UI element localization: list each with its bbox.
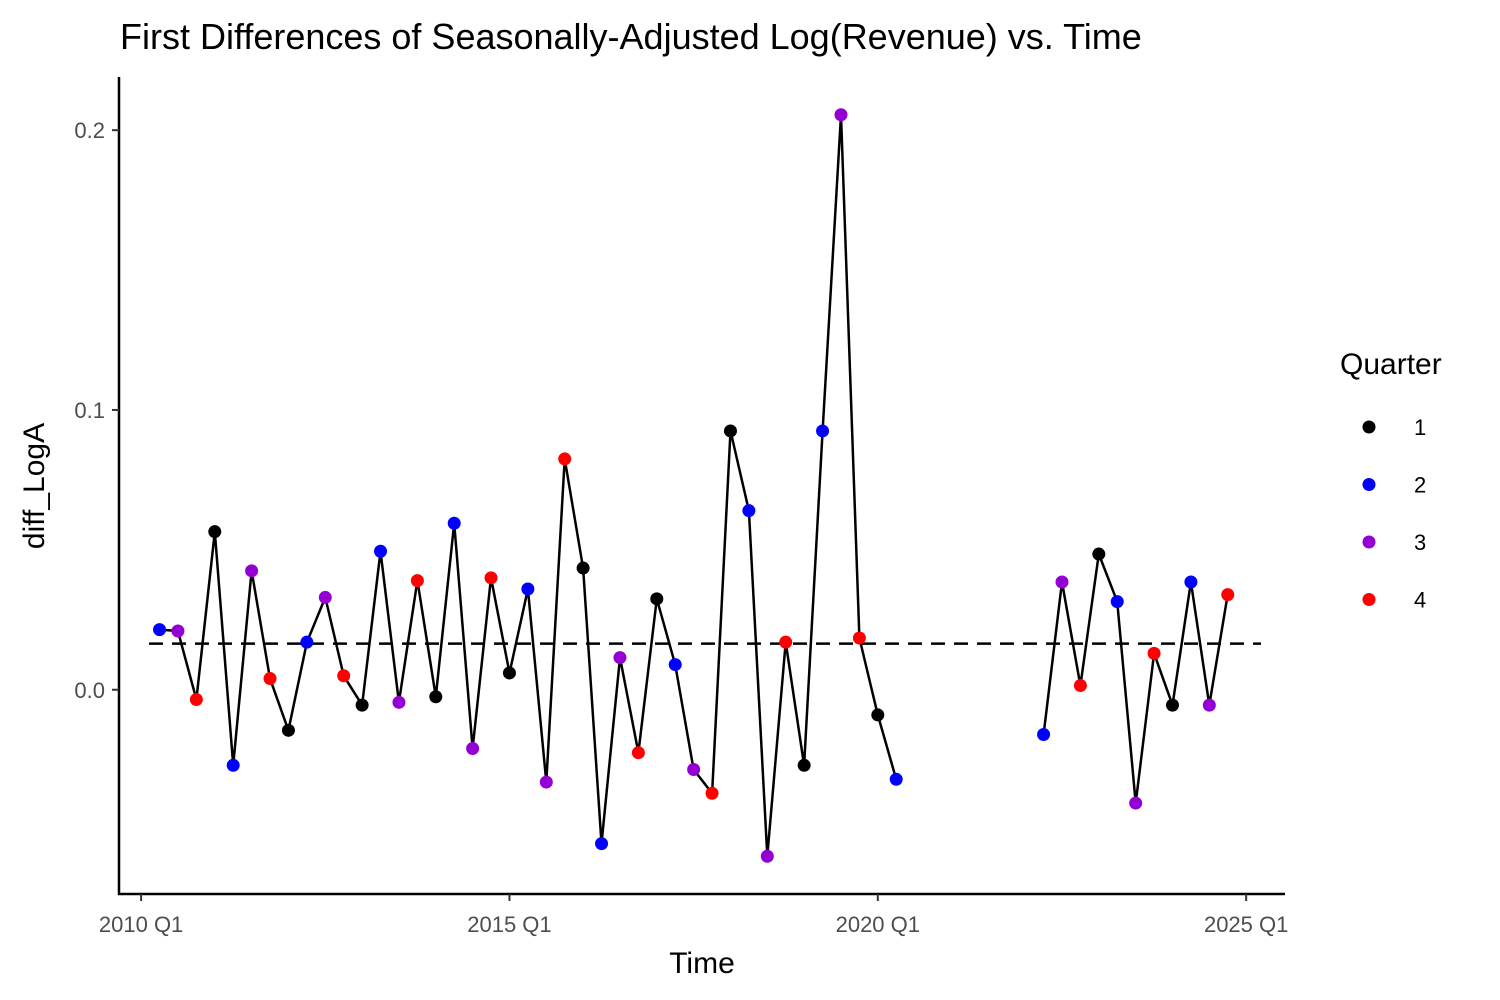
data-point-q4 bbox=[337, 669, 351, 683]
data-point-q1 bbox=[576, 561, 590, 575]
data-points bbox=[153, 108, 1235, 863]
data-point-q2 bbox=[1037, 728, 1051, 742]
legend-label-1: 1 bbox=[1414, 415, 1426, 440]
data-point-q4 bbox=[779, 635, 793, 649]
data-point-q2 bbox=[816, 424, 830, 438]
data-point-q3 bbox=[539, 775, 553, 789]
data-point-q2 bbox=[1110, 595, 1124, 609]
x-tick-label: 2010 Q1 bbox=[99, 912, 183, 937]
data-point-q3 bbox=[687, 762, 701, 776]
data-point-q4 bbox=[410, 574, 424, 588]
data-point-q3 bbox=[1202, 698, 1216, 712]
x-axis: 2010 Q1 2015 Q1 2020 Q1 2025 Q1 bbox=[99, 892, 1288, 937]
legend-label-3: 3 bbox=[1414, 530, 1426, 555]
data-point-q1 bbox=[871, 708, 885, 722]
legend-key-4 bbox=[1362, 593, 1376, 606]
data-point-q1 bbox=[208, 525, 222, 539]
data-point-q3 bbox=[834, 108, 848, 122]
data-point-q2 bbox=[300, 635, 314, 649]
data-point-q3 bbox=[392, 695, 406, 709]
data-point-q1 bbox=[429, 690, 443, 704]
data-point-q2 bbox=[889, 772, 903, 786]
legend-key-2 bbox=[1362, 478, 1376, 491]
data-point-q4 bbox=[705, 786, 719, 800]
data-point-q2 bbox=[668, 658, 682, 672]
data-point-q3 bbox=[466, 742, 480, 756]
data-point-q2 bbox=[595, 837, 609, 851]
data-point-q2 bbox=[447, 516, 461, 530]
data-point-q2 bbox=[226, 758, 240, 772]
data-point-q3 bbox=[1055, 575, 1069, 589]
legend-title: Quarter bbox=[1340, 348, 1442, 381]
legend-key-3 bbox=[1362, 535, 1376, 549]
data-point-q3 bbox=[171, 624, 185, 638]
y-axis: 0.0 0.1 0.2 bbox=[74, 77, 121, 895]
data-point-q4 bbox=[852, 631, 866, 645]
data-point-q4 bbox=[484, 571, 498, 585]
data-point-q4 bbox=[189, 693, 203, 707]
data-point-q1 bbox=[1165, 698, 1179, 712]
y-tick-label: 0.1 bbox=[74, 398, 105, 423]
legend-label-4: 4 bbox=[1414, 588, 1426, 613]
y-tick-label: 0.0 bbox=[74, 678, 105, 703]
data-point-q4 bbox=[631, 746, 645, 760]
series-line-segment-1 bbox=[159, 113, 898, 858]
data-point-q2 bbox=[742, 504, 756, 518]
data-point-q1 bbox=[797, 758, 811, 772]
data-point-q2 bbox=[374, 544, 388, 558]
data-point-q3 bbox=[760, 849, 774, 863]
data-point-q2 bbox=[1184, 575, 1198, 589]
legend-label-2: 2 bbox=[1414, 473, 1426, 498]
x-tick-label: 2025 Q1 bbox=[1204, 912, 1288, 937]
data-point-q1 bbox=[502, 666, 516, 680]
y-ticks: 0.0 0.1 0.2 bbox=[74, 118, 119, 703]
legend-entries: 1 2 3 4 bbox=[1362, 415, 1426, 613]
data-point-q1 bbox=[281, 723, 295, 737]
y-tick-label: 0.2 bbox=[74, 118, 105, 143]
data-point-q1 bbox=[355, 698, 369, 712]
x-tick-label: 2020 Q1 bbox=[836, 912, 920, 937]
series-line-segment-2 bbox=[1042, 552, 1229, 805]
data-point-q1 bbox=[650, 592, 664, 606]
data-point-q4 bbox=[558, 452, 572, 466]
data-point-q4 bbox=[263, 672, 277, 686]
data-point-q4 bbox=[1147, 646, 1161, 660]
legend-key-1 bbox=[1362, 420, 1376, 434]
series-lines bbox=[159, 113, 1229, 858]
data-point-q1 bbox=[723, 424, 737, 438]
x-axis-title: Time bbox=[669, 947, 735, 980]
data-point-q1 bbox=[1092, 547, 1106, 561]
data-point-q3 bbox=[1129, 796, 1143, 810]
legend: Quarter 1 2 3 4 bbox=[1340, 348, 1442, 613]
data-point-q2 bbox=[521, 582, 535, 596]
data-point-q3 bbox=[613, 651, 627, 665]
data-point-q3 bbox=[318, 590, 332, 604]
x-ticks: 2010 Q1 2015 Q1 2020 Q1 2025 Q1 bbox=[99, 894, 1288, 937]
x-tick-label: 2015 Q1 bbox=[467, 912, 551, 937]
data-point-q4 bbox=[1221, 588, 1235, 602]
data-point-q2 bbox=[153, 623, 167, 637]
data-point-q3 bbox=[245, 564, 259, 578]
y-axis-title: diff_LogA bbox=[18, 423, 51, 549]
chart-title: First Differences of Seasonally-Adjusted… bbox=[120, 16, 1142, 57]
data-point-q4 bbox=[1073, 679, 1087, 693]
